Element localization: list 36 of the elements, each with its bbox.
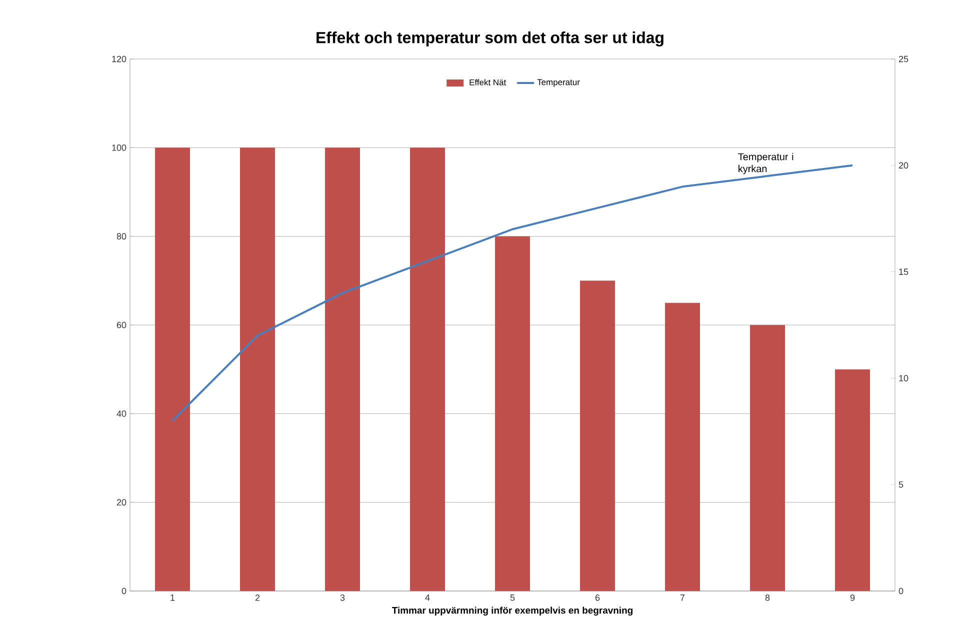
y-tick-label: 100 [112, 144, 126, 151]
bar [495, 236, 530, 591]
chart-title: Effekt och temperatur som det ofta ser ut idag [316, 32, 664, 46]
x-axis-title: Timmar uppvärmning inför exempelvis en begravning [392, 606, 632, 616]
y-tick-label: 80 [116, 233, 126, 240]
x-tick-label: 9 [850, 594, 855, 601]
y2-tick-label: 25 [898, 56, 908, 62]
y-tick-label: 0 [122, 588, 126, 594]
x-tick-label: 3 [340, 594, 345, 601]
y-tick-label: 120 [112, 56, 126, 62]
bar [325, 148, 360, 591]
legend-label: Temperatur [537, 79, 580, 87]
bar [410, 148, 446, 591]
bar [750, 324, 786, 591]
legend-label: Effekt Nät [470, 79, 506, 86]
x-tick-label: 1 [170, 594, 175, 601]
y2-tick-label: 20 [898, 162, 908, 169]
annotation: Temperatur i kyrkan [738, 152, 794, 174]
bar [580, 280, 616, 591]
y2-tick-label: 10 [899, 375, 908, 382]
x-tick-label: 8 [765, 594, 770, 601]
x-tick-label: 4 [425, 594, 430, 601]
x-tick-label: 2 [255, 594, 260, 601]
y2-tick-label: 15 [899, 268, 908, 275]
bar [240, 148, 275, 591]
bar [835, 369, 870, 591]
y-tick-label: 40 [116, 410, 126, 417]
bar [155, 148, 190, 591]
y-tick-label: 20 [116, 499, 126, 506]
bar [665, 302, 700, 591]
x-tick-label: 7 [680, 594, 685, 601]
y2-tick-label: 0 [898, 588, 904, 594]
x-tick-label: 6 [595, 594, 600, 601]
y2-tick-label: 5 [898, 481, 904, 488]
x-tick-label: 5 [510, 594, 515, 601]
y-tick-label: 60 [116, 322, 126, 328]
